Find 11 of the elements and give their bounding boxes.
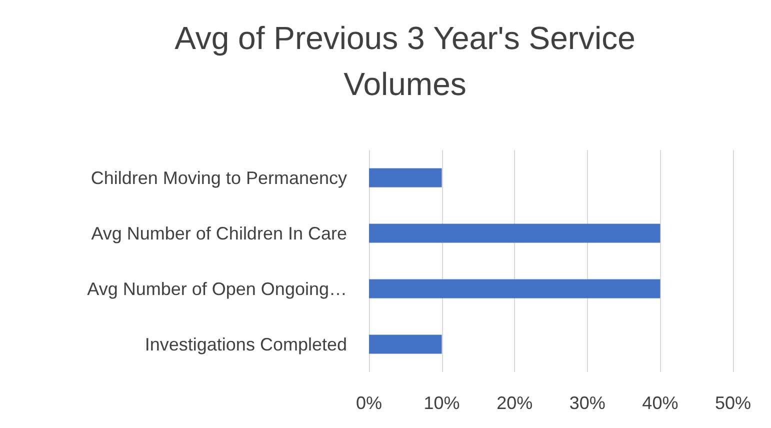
- y-tick-label: Avg Number of Children In Care: [91, 223, 347, 244]
- x-tick-label: 30%: [569, 393, 606, 413]
- x-tick-label: 40%: [642, 393, 678, 413]
- chart-title: Avg of Previous 3 Year's Service Volumes: [174, 20, 636, 102]
- y-tick-label: Children Moving to Permanency: [90, 168, 347, 188]
- x-tick-label: 20%: [496, 393, 533, 413]
- x-tick-label: 0%: [356, 393, 382, 413]
- y-tick-label: Investigations Completed: [144, 334, 347, 354]
- y-tick-label: Avg Number of Open Ongoing…: [87, 278, 347, 299]
- x-tick-label: 50%: [714, 393, 752, 413]
- x-tick-label: 10%: [424, 393, 460, 413]
